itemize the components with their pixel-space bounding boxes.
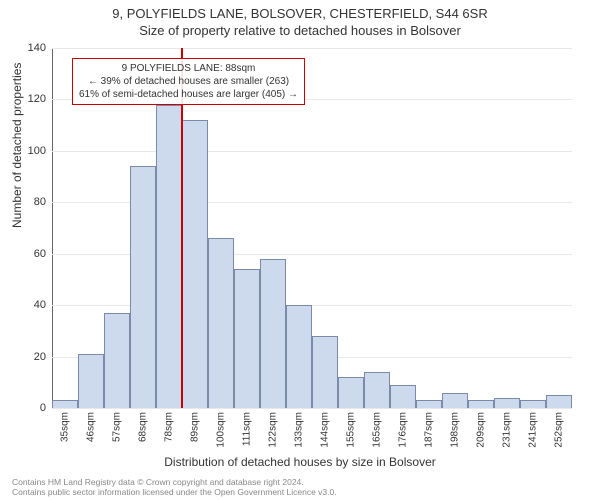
x-tick-label: 241sqm [528,412,539,448]
x-tick-label: 231sqm [502,412,513,448]
histogram-bar [494,398,519,408]
gridline [52,48,572,49]
x-tick-label: 187sqm [424,412,435,448]
histogram-bar [520,400,545,408]
x-tick-label: 111sqm [242,412,253,446]
histogram-bar [546,395,571,408]
y-tick-label: 0 [40,402,46,414]
gridline [52,408,572,409]
histogram-bar [182,120,207,408]
y-axis-line [52,48,53,408]
histogram-bar [338,377,363,408]
x-tick-label: 122sqm [268,412,279,448]
y-tick-label: 140 [28,42,46,54]
histogram-bar [390,385,415,408]
histogram-bar [442,393,467,408]
x-tick-label: 155sqm [346,412,357,448]
histogram-bar [130,166,155,408]
y-axis-label: Number of detached properties [10,63,24,228]
y-tick-label: 60 [34,248,46,260]
histogram-bar [312,336,337,408]
y-tick-label: 40 [34,299,46,311]
chart-title-line2: Size of property relative to detached ho… [0,21,600,38]
footer-line2: Contains public sector information licen… [12,487,337,497]
y-tick-label: 80 [34,196,46,208]
y-tick-label: 20 [34,351,46,363]
footer-attribution: Contains HM Land Registry data © Crown c… [12,477,337,497]
histogram-bar [156,105,181,408]
histogram-bar [52,400,77,408]
histogram-bar [364,372,389,408]
histogram-bar [234,269,259,408]
x-tick-label: 78sqm [164,412,175,442]
x-tick-label: 144sqm [320,412,331,448]
histogram-bar [78,354,103,408]
x-tick-label: 100sqm [216,412,227,448]
footer-line1: Contains HM Land Registry data © Crown c… [12,477,337,487]
annotation-box: 9 POLYFIELDS LANE: 88sqm ← 39% of detach… [72,58,305,105]
x-tick-label: 252sqm [554,412,565,448]
x-tick-label: 68sqm [138,412,149,442]
y-tick-label: 120 [28,93,46,105]
x-tick-label: 209sqm [476,412,487,448]
x-tick-label: 46sqm [86,412,97,442]
histogram-bar [416,400,441,408]
histogram-bar [286,305,311,408]
histogram-bar [104,313,129,408]
x-tick-label: 133sqm [294,412,305,448]
x-tick-label: 165sqm [372,412,383,448]
chart-title-line1: 9, POLYFIELDS LANE, BOLSOVER, CHESTERFIE… [0,0,600,21]
histogram-bar [468,400,493,408]
x-tick-label: 57sqm [112,412,123,442]
histogram-bar [208,238,233,408]
y-tick-label: 100 [28,145,46,157]
gridline [52,151,572,152]
x-tick-label: 35sqm [60,412,71,442]
x-tick-label: 176sqm [398,412,409,448]
annotation-line1: 9 POLYFIELDS LANE: 88sqm [79,62,298,75]
x-tick-label: 198sqm [450,412,461,448]
x-axis-label: Distribution of detached houses by size … [0,455,600,469]
annotation-line3: 61% of semi-detached houses are larger (… [79,88,298,101]
histogram-bar [260,259,285,408]
x-tick-label: 89sqm [190,412,201,442]
annotation-line2: ← 39% of detached houses are smaller (26… [79,75,298,88]
